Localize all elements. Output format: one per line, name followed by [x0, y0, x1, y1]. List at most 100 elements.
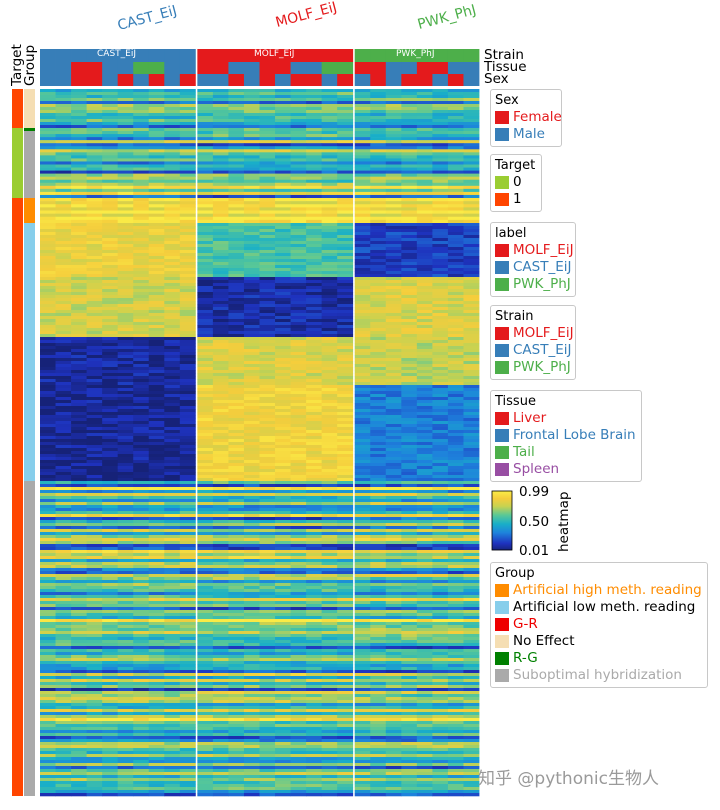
heatmap-cell	[179, 155, 196, 159]
heatmap-cell	[432, 463, 449, 467]
heatmap-cell	[370, 547, 387, 551]
heatmap-cell	[306, 92, 323, 96]
heatmap-cell	[55, 204, 72, 208]
heatmap-cell	[370, 119, 387, 123]
heatmap-cell	[179, 475, 196, 479]
heatmap-cell	[385, 592, 402, 596]
heatmap-cell	[164, 529, 181, 533]
heatmap-cell	[401, 131, 418, 135]
heatmap-cell	[290, 289, 307, 293]
heatmap-cell	[228, 394, 245, 398]
heatmap-cell	[385, 460, 402, 464]
heatmap-cell	[385, 223, 402, 227]
heatmap-cell	[290, 235, 307, 239]
heatmap-cell	[321, 379, 338, 383]
heatmap-cell	[337, 436, 354, 440]
heatmap-cell	[275, 265, 291, 269]
heatmap-cell	[401, 316, 418, 320]
heatmap-cell	[179, 170, 196, 174]
heatmap-cell	[337, 95, 354, 99]
heatmap-cell	[133, 622, 150, 626]
heatmap-cell	[228, 210, 245, 214]
heatmap-cell	[447, 185, 464, 190]
heatmap-cell	[416, 535, 433, 539]
heatmap-cell	[370, 340, 387, 344]
heatmap-cell	[228, 116, 245, 120]
heatmap-cell	[212, 340, 229, 344]
heatmap-cell	[197, 182, 214, 187]
heatmap-cell	[432, 235, 449, 239]
heatmap-cell	[306, 143, 323, 147]
heatmap-cell	[432, 580, 449, 584]
heatmap-cell	[55, 241, 72, 245]
heatmap-cell	[164, 394, 181, 398]
heatmap-cell	[164, 586, 181, 590]
heatmap-cell	[447, 430, 464, 434]
heatmap-cell	[463, 469, 480, 473]
heatmap-cell	[148, 219, 165, 224]
heatmap-cell	[432, 125, 449, 129]
heatmap-cell	[164, 295, 181, 299]
heatmap-cell	[275, 137, 291, 141]
heatmap-cell	[447, 385, 464, 389]
heatmap-cell	[40, 355, 56, 359]
heatmap-cell	[432, 185, 449, 190]
heatmap-cell	[370, 131, 387, 135]
heatmap-cell	[228, 547, 245, 551]
heatmap-cell	[259, 286, 276, 290]
heatmap-cell	[306, 607, 323, 611]
heatmap-cell	[148, 385, 165, 389]
heatmap-cell	[385, 520, 402, 524]
heatmap-cell	[306, 262, 323, 266]
heatmap-cell	[228, 286, 245, 290]
heatmap-cell	[306, 259, 323, 263]
heatmap-cell	[432, 421, 449, 425]
heatmap-cell	[102, 250, 119, 254]
heatmap-cell	[197, 116, 214, 120]
heatmap-cell	[212, 445, 229, 449]
heatmap-cell	[228, 149, 245, 153]
heatmap-cell	[432, 104, 449, 108]
heatmap-cell	[164, 247, 181, 251]
heatmap-cell	[179, 544, 196, 548]
heatmap-cell	[337, 355, 354, 359]
heatmap-cell	[354, 188, 371, 193]
heatmap-cell	[370, 535, 387, 539]
heatmap-cell	[117, 113, 134, 117]
heatmap-cell	[432, 382, 449, 386]
heatmap-cell	[197, 223, 214, 227]
heatmap-cell	[290, 179, 307, 184]
heatmap-cell	[133, 89, 150, 93]
heatmap-cell	[179, 116, 196, 120]
heatmap-cell	[243, 95, 260, 99]
heatmap-cell	[354, 517, 371, 521]
heatmap-cell	[290, 439, 307, 443]
heatmap-cell	[416, 508, 433, 512]
heatmap-cell	[179, 571, 196, 575]
heatmap-cell	[228, 289, 245, 293]
heatmap-cell	[463, 397, 480, 401]
heatmap-cell	[275, 619, 291, 623]
heatmap-cell	[401, 382, 418, 386]
heatmap-cell	[86, 457, 103, 461]
heatmap-cell	[40, 161, 56, 165]
heatmap-cell	[212, 346, 229, 350]
heatmap-cell	[164, 496, 181, 500]
heatmap-cell	[401, 364, 418, 368]
heatmap-cell	[71, 406, 88, 410]
heatmap-cell	[463, 229, 480, 233]
heatmap-cell	[102, 229, 119, 233]
heatmap-cell	[337, 182, 354, 187]
heatmap-cell	[290, 424, 307, 428]
heatmap-cell	[385, 134, 402, 138]
heatmap-cell	[228, 325, 245, 329]
heatmap-cell	[164, 565, 181, 569]
heatmap-cell	[86, 131, 103, 135]
heatmap-cell	[275, 394, 291, 398]
heatmap-cell	[212, 176, 229, 181]
heatmap-cell	[86, 271, 103, 275]
heatmap-cell	[117, 523, 134, 527]
heatmap-cell	[102, 430, 119, 434]
heatmap-cell	[55, 298, 72, 302]
heatmap-cell	[148, 229, 165, 233]
